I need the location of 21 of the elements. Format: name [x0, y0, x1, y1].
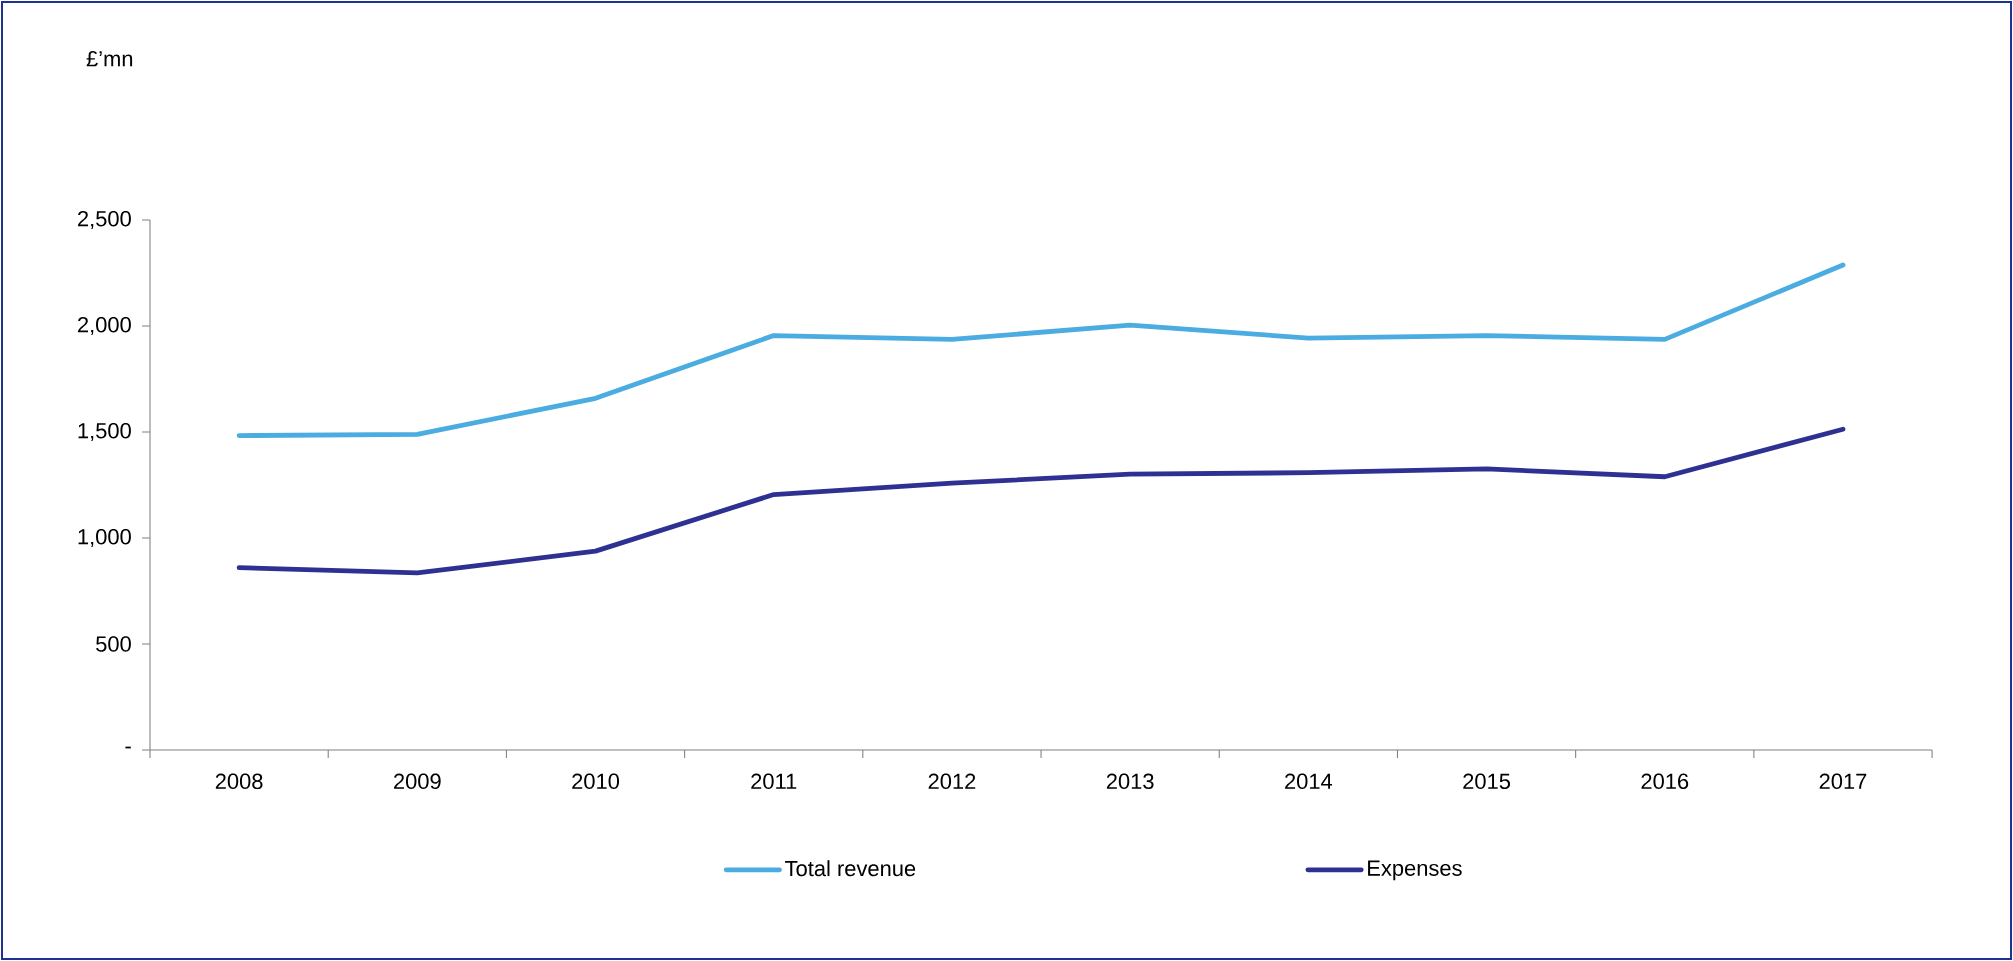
y-tick-label: 2,000 [78, 316, 131, 336]
legend-label: Expenses [1368, 860, 1462, 881]
x-tick-label: 2009 [394, 773, 441, 790]
x-tick-label: 2013 [1106, 773, 1154, 790]
text: £’mn [86, 50, 133, 67]
y-tick-label: 1,500 [78, 422, 131, 442]
x-tick-label: 2012 [928, 773, 976, 790]
x-tick-label: 2008 [215, 773, 263, 790]
x-tick-label: 2016 [1641, 773, 1689, 790]
y-tick-label: 500 [96, 636, 131, 652]
x-tick-label: 2014 [1285, 773, 1333, 790]
y-tick-label: 1,000 [78, 528, 131, 548]
line-series [236, 262, 1846, 438]
legend-label: Total revenue [785, 860, 916, 877]
line-series [236, 426, 1846, 576]
x-tick-label: 2015 [1463, 773, 1511, 790]
x-tick-label: 2010 [572, 773, 620, 790]
x-tick-label: 2011 [751, 773, 797, 790]
y-tick-label: 2,500 [78, 210, 131, 230]
x-tick-label: 2017 [1819, 773, 1867, 790]
y-tick-label: - [125, 746, 131, 749]
